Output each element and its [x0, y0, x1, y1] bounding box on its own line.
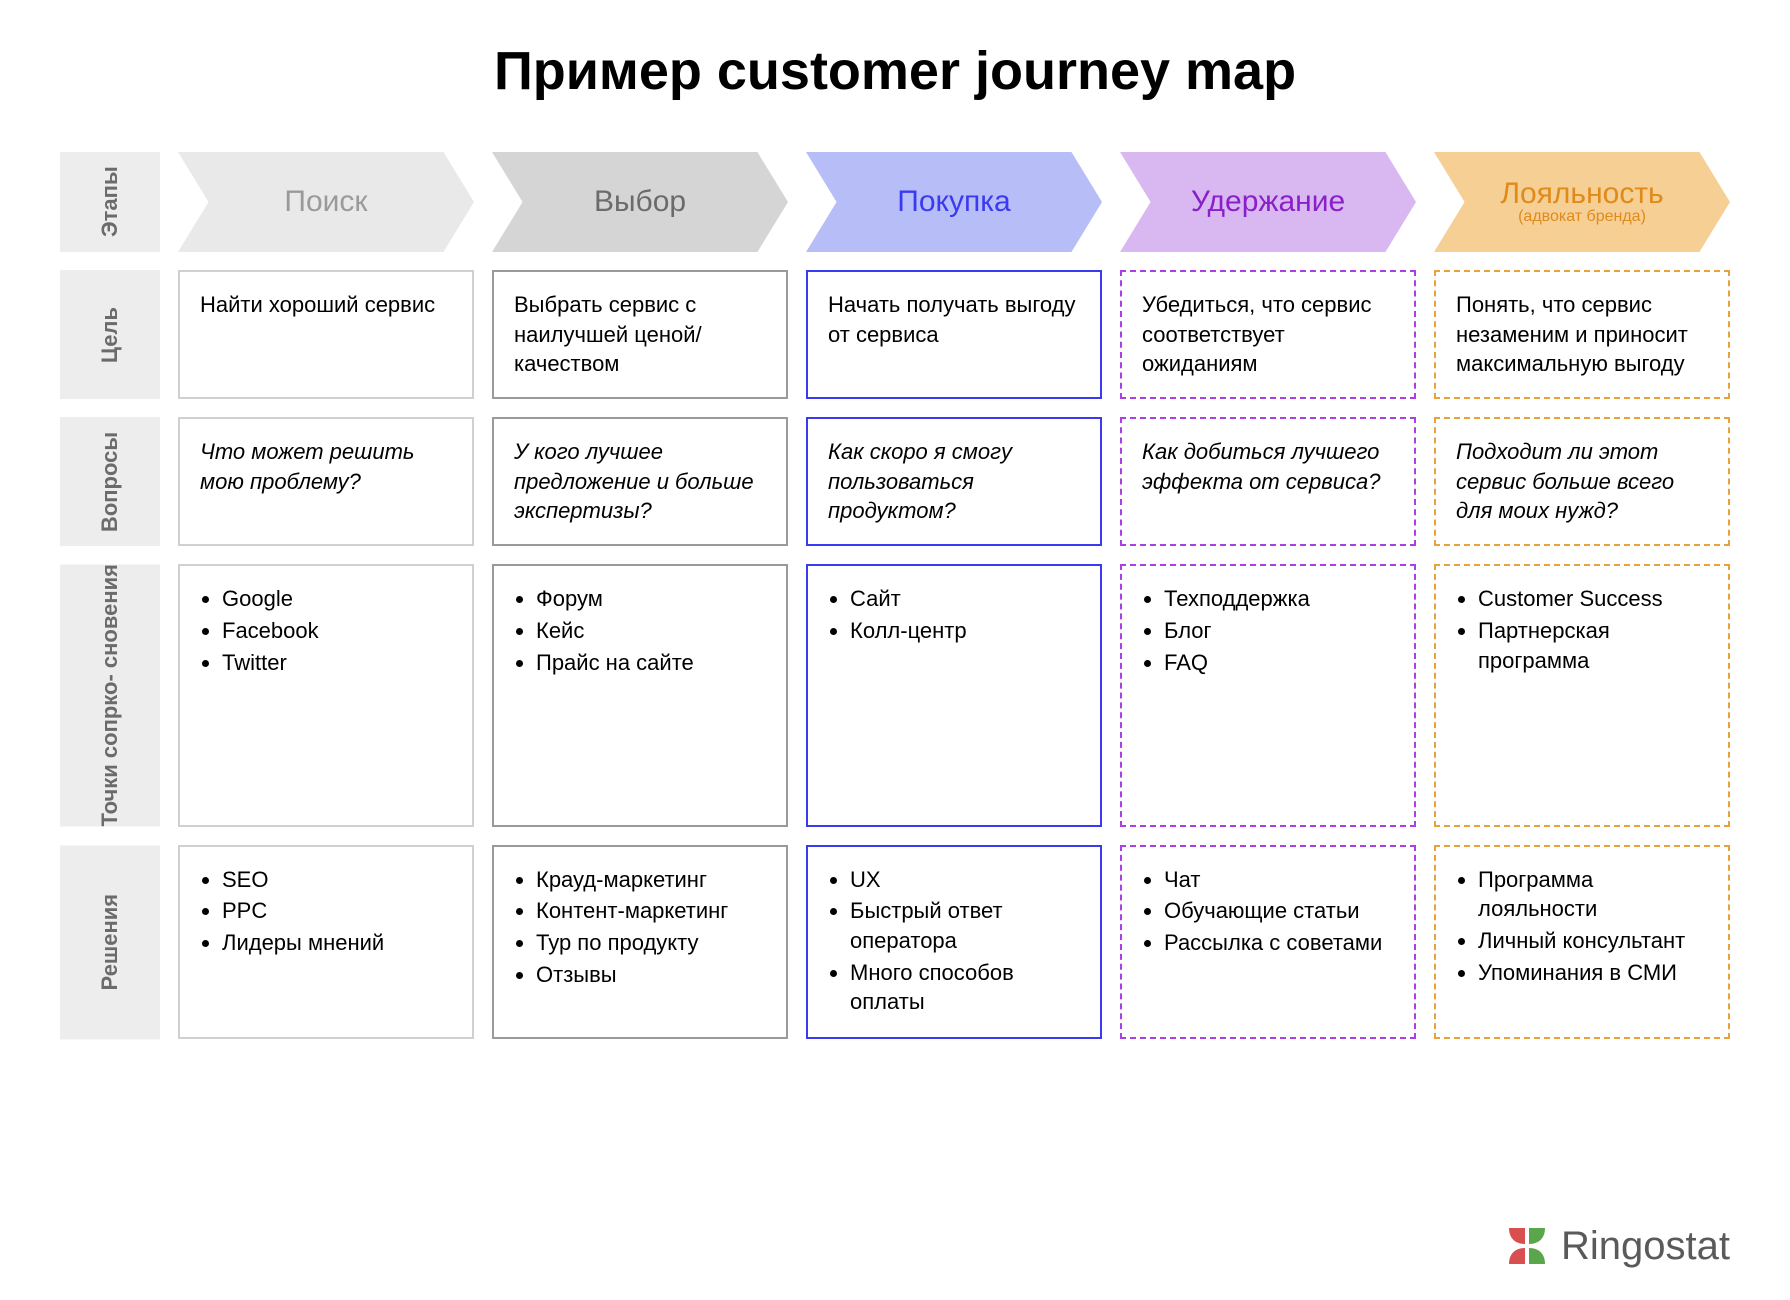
journey-grid: Этапы Поиск Выбор Покупка Удержание Лоял… — [60, 152, 1730, 1039]
goal-cell: Выбрать сервис с наилучшей ценой/качеств… — [492, 270, 788, 399]
question-cell: Как скоро я смогу пользоваться продуктом… — [806, 417, 1102, 546]
touch-list: Customer SuccessПартнерская программа — [1456, 584, 1708, 675]
list-item: Форум — [536, 584, 766, 614]
list-item: Google — [222, 584, 452, 614]
solution-cell: Крауд-маркетингКонтент-маркетингТур по п… — [492, 845, 788, 1039]
list-item: Обучающие статьи — [1164, 896, 1394, 926]
list-item: Прайс на сайте — [536, 648, 766, 678]
list-item: Рассылка с советами — [1164, 928, 1394, 958]
touch-cell: Customer SuccessПартнерская программа — [1434, 564, 1730, 826]
stage-label: Лояльность (адвокат бренда) — [1500, 178, 1663, 226]
stage-choice: Выбор — [492, 152, 788, 252]
touch-list: СайтКолл-центр — [828, 584, 1080, 645]
solution-list: Крауд-маркетингКонтент-маркетингТур по п… — [514, 865, 766, 990]
brand-logo: Ringostat — [1503, 1222, 1730, 1270]
list-item: Facebook — [222, 616, 452, 646]
solution-list: SEOPPCЛидеры мнений — [200, 865, 452, 958]
list-item: Личный консультант — [1478, 926, 1708, 956]
list-item: Партнерская программа — [1478, 616, 1708, 675]
list-item: Блог — [1164, 616, 1394, 646]
rowhdr-touch: Точки сопрко- сновения — [60, 564, 160, 826]
list-item: Кейс — [536, 616, 766, 646]
list-item: Быстрый ответ оператора — [850, 896, 1080, 955]
rowhdr-stages: Этапы — [60, 152, 160, 252]
list-item: Чат — [1164, 865, 1394, 895]
goal-cell: Начать получать выгоду от сервиса — [806, 270, 1102, 399]
list-item: Контент-маркетинг — [536, 896, 766, 926]
stage-label: Поиск — [284, 186, 367, 218]
solution-cell: ЧатОбучающие статьиРассылка с советами — [1120, 845, 1416, 1039]
solution-cell: Программа лояльностиЛичный консультантУп… — [1434, 845, 1730, 1039]
solution-list: ЧатОбучающие статьиРассылка с советами — [1142, 865, 1394, 958]
list-item: Упоминания в СМИ — [1478, 958, 1708, 988]
list-item: Лидеры мнений — [222, 928, 452, 958]
touch-cell: СайтКолл-центр — [806, 564, 1102, 826]
list-item: Customer Success — [1478, 584, 1708, 614]
list-item: Колл-центр — [850, 616, 1080, 646]
list-item: FAQ — [1164, 648, 1394, 678]
brand-name: Ringostat — [1561, 1224, 1730, 1269]
touch-cell: ФорумКейсПрайс на сайте — [492, 564, 788, 826]
solution-cell: SEOPPCЛидеры мнений — [178, 845, 474, 1039]
solution-list: Программа лояльностиЛичный консультантУп… — [1456, 865, 1708, 988]
list-item: UX — [850, 865, 1080, 895]
list-item: Крауд-маркетинг — [536, 865, 766, 895]
stage-label: Покупка — [897, 186, 1010, 218]
touch-cell: ТехподдержкаБлогFAQ — [1120, 564, 1416, 826]
rowhdr-goal: Цель — [60, 270, 160, 399]
stage-main-label: Лояльность — [1500, 177, 1663, 210]
list-item: Twitter — [222, 648, 452, 678]
list-item: PPC — [222, 896, 452, 926]
stage-label: Выбор — [594, 186, 686, 218]
list-item: Техподдержка — [1164, 584, 1394, 614]
stage-purchase: Покупка — [806, 152, 1102, 252]
solution-cell: UXБыстрый ответ оператораМного способов … — [806, 845, 1102, 1039]
goal-cell: Убедиться, что сервис соответствует ожид… — [1120, 270, 1416, 399]
question-cell: Подходит ли этот сервис больше всего для… — [1434, 417, 1730, 546]
touch-list: ТехподдержкаБлогFAQ — [1142, 584, 1394, 677]
question-cell: У кого лучшее предложение и больше экспе… — [492, 417, 788, 546]
list-item: Тур по продукту — [536, 928, 766, 958]
goal-cell: Понять, что сервис незаменим и приносит … — [1434, 270, 1730, 399]
list-item: Сайт — [850, 584, 1080, 614]
stage-sublabel: (адвокат бренда) — [1500, 209, 1663, 226]
goal-cell: Найти хороший сервис — [178, 270, 474, 399]
page-title: Пример customer journey map — [60, 40, 1730, 102]
question-cell: Как добиться лучшего эффекта от сервиса? — [1120, 417, 1416, 546]
stage-loyalty: Лояльность (адвокат бренда) — [1434, 152, 1730, 252]
stage-search: Поиск — [178, 152, 474, 252]
list-item: SEO — [222, 865, 452, 895]
touch-list: ФорумКейсПрайс на сайте — [514, 584, 766, 677]
stage-retention: Удержание — [1120, 152, 1416, 252]
list-item: Программа лояльности — [1478, 865, 1708, 924]
ringostat-icon — [1503, 1222, 1551, 1270]
solution-list: UXБыстрый ответ оператораМного способов … — [828, 865, 1080, 1017]
list-item: Отзывы — [536, 960, 766, 990]
question-cell: Что может решить мою проблему? — [178, 417, 474, 546]
stage-label: Удержание — [1191, 186, 1345, 218]
rowhdr-solutions: Решения — [60, 845, 160, 1039]
touch-list: GoogleFacebookTwitter — [200, 584, 452, 677]
list-item: Много способов оплаты — [850, 958, 1080, 1017]
rowhdr-questions: Вопросы — [60, 417, 160, 546]
touch-cell: GoogleFacebookTwitter — [178, 564, 474, 826]
